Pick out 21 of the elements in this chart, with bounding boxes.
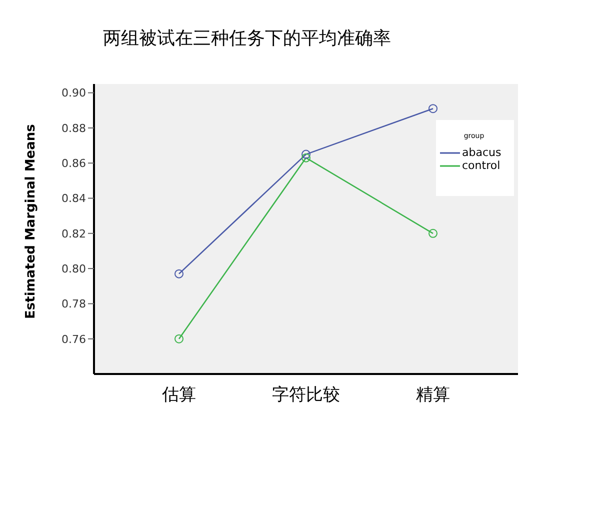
point xyxy=(174,334,184,344)
y-tick-label: 0.86 xyxy=(62,156,86,170)
point xyxy=(302,153,310,162)
y-tick-label: 0.76 xyxy=(62,332,86,346)
y-tick-label: 0.82 xyxy=(62,227,86,240)
x-tick-label: 字符比较 xyxy=(272,385,340,406)
x-tick-label: 估算 xyxy=(161,385,196,406)
point xyxy=(428,104,438,114)
legend-label: control xyxy=(462,159,500,172)
point xyxy=(174,269,184,278)
point xyxy=(302,150,310,159)
legend-label: abacus xyxy=(462,146,502,159)
point xyxy=(428,228,438,238)
y-tick-label: 0.84 xyxy=(62,192,86,206)
y-axis-title: Estimated Marginal Means xyxy=(24,124,39,319)
x-tick-label: 精算 xyxy=(416,385,450,406)
y-tick-label: 0.78 xyxy=(62,298,86,311)
chart-title: 两组被试在三种任务下的平均准确率 xyxy=(102,27,392,51)
y-tick-label: 0.80 xyxy=(62,262,86,276)
y-tick-label: 0.90 xyxy=(62,86,86,100)
y-tick-label: 0.88 xyxy=(62,122,86,135)
